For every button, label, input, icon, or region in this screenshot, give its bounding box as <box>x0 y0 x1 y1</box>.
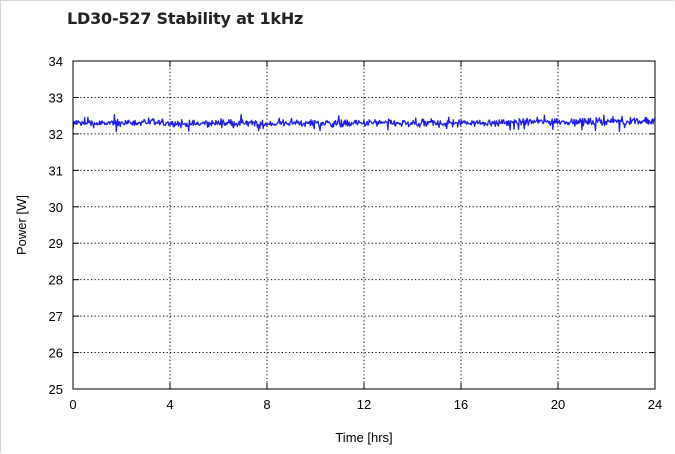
ticks <box>72 60 656 390</box>
power-series-line <box>72 113 656 133</box>
x-tick-label: 24 <box>648 397 662 412</box>
y-tick-label: 33 <box>49 90 63 105</box>
y-tick-label: 25 <box>49 382 63 397</box>
tick-labels: 0 4 8 12 16 20 24 25 26 27 28 29 30 31 32 33 34 <box>49 54 663 412</box>
x-tick-label: 8 <box>263 397 270 412</box>
x-tick-label: 12 <box>357 397 371 412</box>
x-tick-label: 16 <box>454 397 468 412</box>
series-layer <box>72 113 656 133</box>
y-tick-label: 27 <box>49 309 63 324</box>
x-axis-label: Time [hrs] <box>335 430 392 445</box>
chart-title: LD30-527 Stability at 1kHz <box>67 9 304 28</box>
y-tick-label: 31 <box>49 163 63 178</box>
x-tick-label: 4 <box>166 397 173 412</box>
x-tick-label: 20 <box>551 397 565 412</box>
x-tick-label: 0 <box>69 397 76 412</box>
y-tick-label: 26 <box>49 346 63 361</box>
y-tick-label: 32 <box>49 127 63 142</box>
y-tick-label: 30 <box>49 200 63 215</box>
y-tick-label: 28 <box>49 273 63 288</box>
y-tick-label: 29 <box>49 236 63 251</box>
plot-area-border <box>72 60 656 390</box>
grid <box>73 61 655 389</box>
y-axis-label: Power [W] <box>14 195 29 255</box>
y-tick-label: 34 <box>49 54 63 69</box>
